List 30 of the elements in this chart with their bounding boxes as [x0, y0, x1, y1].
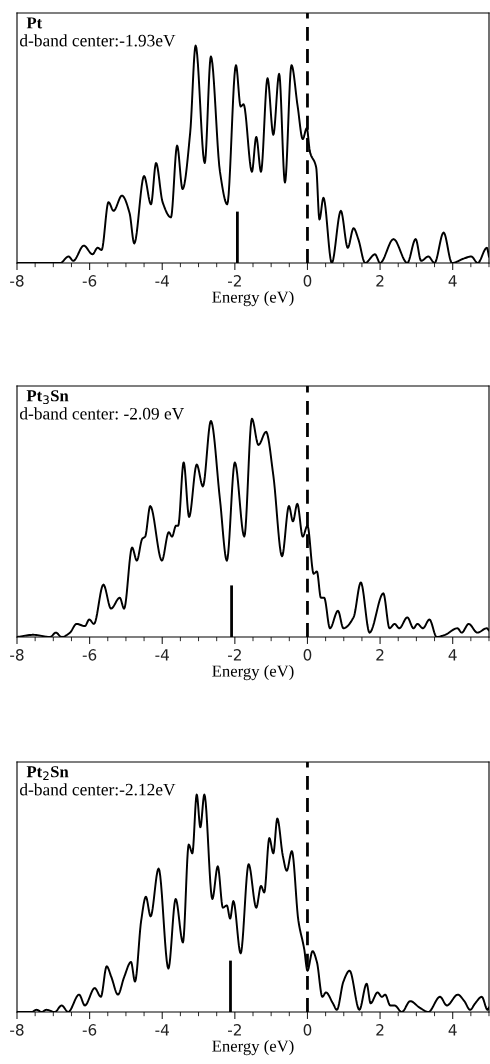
x-tick-label: 0	[303, 649, 312, 661]
x-tick-label: -2	[227, 275, 241, 287]
x-axis-title: Energy (eV)	[212, 664, 294, 681]
x-tick-label: 2	[376, 1024, 384, 1036]
x-tick-label: -8	[10, 275, 24, 287]
chart-subtitle: d-band center:-1.93eV	[19, 34, 176, 47]
chart-title: Pt$_{3}$Sn	[26, 390, 69, 405]
x-tick-label: -6	[82, 1024, 97, 1036]
x-tick-label: 4	[448, 649, 457, 661]
x-tick-label: 0	[303, 275, 312, 287]
x-tick-label: -2	[227, 1024, 241, 1036]
x-tick-label: -4	[155, 1024, 169, 1036]
x-axis-title: Energy (eV)	[212, 1039, 294, 1056]
x-tick-label: -8	[10, 1024, 24, 1036]
x-tick-label: -2	[227, 649, 241, 661]
x-tick-label: 2	[376, 275, 384, 287]
chart-subtitle: d-band center:-2.12eV	[19, 783, 176, 796]
x-tick-label: -6	[82, 649, 97, 661]
x-tick-label: 4	[448, 275, 457, 287]
chart-title: Pt	[26, 17, 43, 29]
x-tick-label: -4	[155, 275, 169, 287]
x-axis-title: Energy (eV)	[212, 290, 294, 307]
x-tick-label: 2	[376, 649, 384, 661]
x-tick-label: 4	[448, 1024, 457, 1036]
x-tick-label: -8	[10, 649, 24, 661]
x-tick-label: 0	[303, 1024, 312, 1036]
x-tick-label: -6	[82, 275, 97, 287]
x-tick-label: -4	[155, 649, 169, 661]
chart-title: Pt$_{2}$Sn	[26, 766, 69, 780]
chart-subtitle: d-band center: -2.09 eV	[19, 407, 185, 420]
